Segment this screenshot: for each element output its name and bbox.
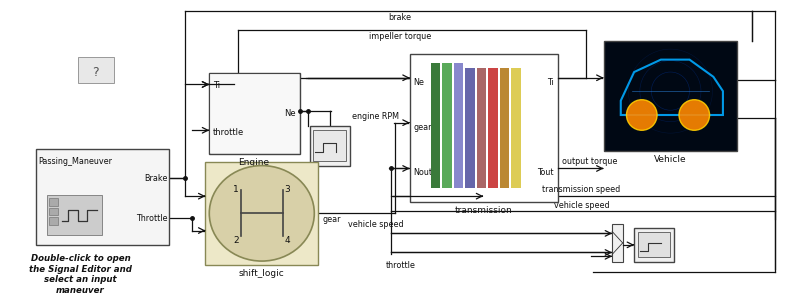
Text: Ti: Ti xyxy=(213,81,220,90)
Bar xyxy=(603,42,737,151)
Bar xyxy=(206,162,318,265)
Bar xyxy=(78,57,114,84)
Text: transmission speed: transmission speed xyxy=(543,185,620,194)
Text: Tout: Tout xyxy=(538,168,554,178)
Ellipse shape xyxy=(209,166,314,261)
Bar xyxy=(634,228,674,262)
Text: Throttle: Throttle xyxy=(136,214,168,223)
Bar xyxy=(209,73,300,154)
Text: shift_logic: shift_logic xyxy=(239,269,284,278)
Text: throttle: throttle xyxy=(213,128,245,137)
Bar xyxy=(49,217,58,225)
Text: 4: 4 xyxy=(285,235,290,245)
Circle shape xyxy=(679,100,710,130)
Text: throttle: throttle xyxy=(386,261,416,270)
Bar xyxy=(410,54,558,202)
Bar xyxy=(612,224,623,262)
Bar xyxy=(47,195,102,235)
Text: 1: 1 xyxy=(233,185,239,194)
Text: impeller torque: impeller torque xyxy=(369,32,432,41)
Bar xyxy=(488,68,497,188)
Bar xyxy=(313,130,346,161)
Bar xyxy=(49,208,58,215)
Bar xyxy=(638,232,671,257)
Text: Engine: Engine xyxy=(239,158,270,167)
Bar xyxy=(442,63,452,188)
Text: Nout: Nout xyxy=(414,168,433,178)
Text: vehicle speed: vehicle speed xyxy=(347,220,403,229)
Bar xyxy=(211,74,299,153)
Text: Double-click to open
the Signal Editor and
select an input
maneuver: Double-click to open the Signal Editor a… xyxy=(29,255,132,295)
Text: 2: 2 xyxy=(233,235,239,245)
Bar xyxy=(431,63,441,188)
Text: brake: brake xyxy=(389,13,411,22)
Text: vehicle speed: vehicle speed xyxy=(554,201,609,209)
Text: 3: 3 xyxy=(284,185,291,194)
Text: gear: gear xyxy=(414,123,432,132)
Bar xyxy=(309,125,350,166)
Text: engine RPM: engine RPM xyxy=(352,112,399,121)
Text: gear: gear xyxy=(323,215,341,224)
Bar xyxy=(476,68,486,188)
Circle shape xyxy=(626,100,657,130)
Text: transmission: transmission xyxy=(454,206,512,215)
Text: Vehicle: Vehicle xyxy=(654,155,687,164)
Bar xyxy=(36,149,169,245)
Bar xyxy=(465,68,475,188)
Text: ?: ? xyxy=(92,65,99,78)
Text: Ne: Ne xyxy=(414,78,424,87)
Bar xyxy=(511,68,521,188)
Bar xyxy=(454,63,463,188)
Text: output torque: output torque xyxy=(561,157,617,166)
Text: Ti: Ti xyxy=(548,78,554,87)
Text: Ne: Ne xyxy=(284,109,296,118)
Bar xyxy=(49,198,58,206)
Text: Brake: Brake xyxy=(144,174,168,182)
Bar xyxy=(500,68,509,188)
Text: Passing_Maneuver: Passing_Maneuver xyxy=(38,157,113,166)
